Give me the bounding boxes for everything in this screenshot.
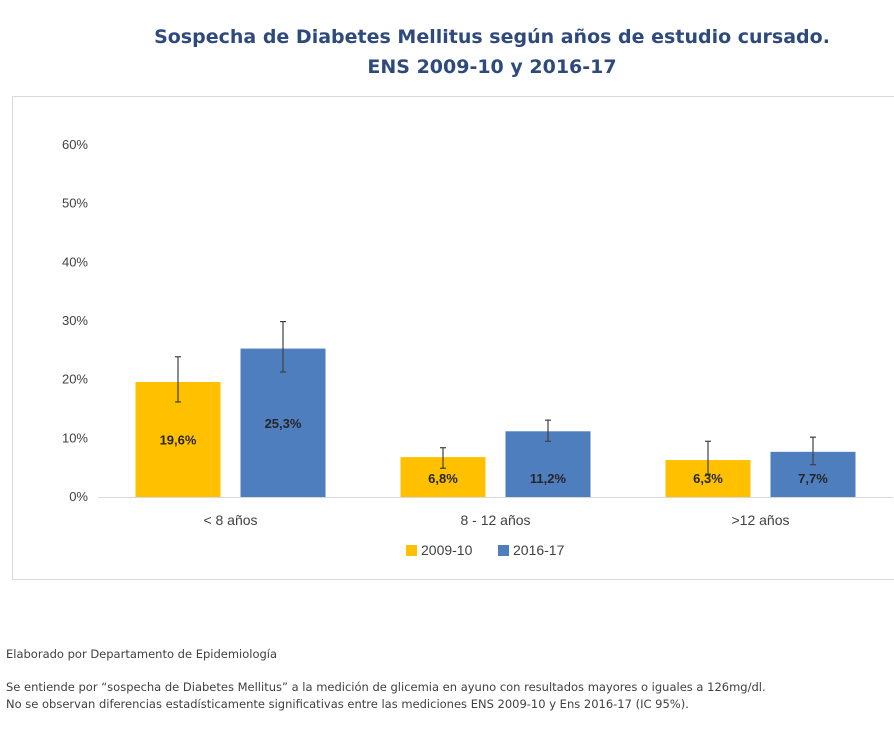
x-tick-label: 8 - 12 años — [460, 512, 530, 528]
chart-area: 0% 10% 20% 30% 40% 50% 60% 19,6% 25,3% < 8 años 6,… — [12, 96, 894, 580]
legend-swatch-2009-10 — [406, 545, 417, 556]
data-label: 6,8% — [428, 471, 458, 486]
legend-swatch-2016-17 — [498, 545, 509, 556]
y-tick-label: 10% — [62, 430, 88, 445]
data-label: 19,6% — [160, 433, 197, 448]
y-tick-label: 0% — [69, 489, 88, 504]
x-tick-label: < 8 años — [203, 512, 257, 528]
chart-title: Sospecha de Diabetes Mellitus según años… — [0, 22, 894, 82]
bar-2016-17-0 — [240, 348, 326, 497]
data-label: 7,7% — [798, 471, 828, 486]
significance-note: No se observan diferencias estadísticame… — [6, 697, 689, 711]
x-tick-label: >12 años — [732, 512, 790, 528]
legend-label: 2009-10 — [421, 542, 473, 558]
chart-title-line-2: ENS 2009-10 y 2016-17 — [367, 56, 617, 78]
y-tick-label: 20% — [62, 372, 88, 387]
chart-title-line-1: Sospecha de Diabetes Mellitus según años… — [154, 26, 830, 48]
y-tick-label: 40% — [62, 254, 88, 269]
author-note: Elaborado por Departamento de Epidemiolo… — [6, 647, 278, 661]
definition-note: Se entiende por “sospecha de Diabetes Me… — [6, 680, 766, 694]
bar-2016-17-1 — [505, 431, 591, 497]
legend-label: 2016-17 — [513, 542, 565, 558]
y-tick-label: 60% — [62, 137, 88, 152]
y-tick-label: 50% — [62, 196, 88, 211]
data-label: 11,2% — [530, 471, 567, 486]
y-tick-label: 30% — [62, 313, 88, 328]
bar-chart: 0% 10% 20% 30% 40% 50% 60% 19,6% 25,3% < 8 años 6,… — [62, 137, 893, 558]
data-label: 25,3% — [265, 416, 302, 431]
footnotes: Elaborado por Departamento de Epidemiolo… — [6, 646, 766, 713]
data-label: 6,3% — [693, 471, 723, 486]
